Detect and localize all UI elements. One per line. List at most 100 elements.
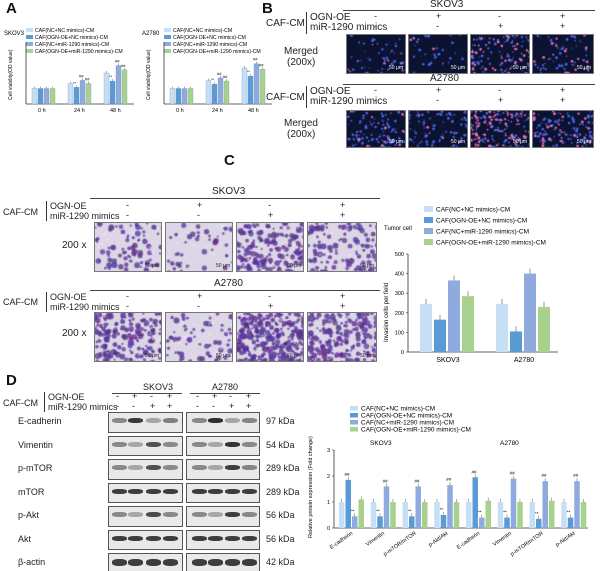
d-band xyxy=(112,465,127,470)
c-mir-label: miR-1290 mimics xyxy=(50,211,120,221)
d-band xyxy=(192,418,207,423)
d-xtick: E-cadherin xyxy=(329,531,354,551)
d-band xyxy=(112,489,127,494)
a-bar xyxy=(116,66,121,104)
d-band xyxy=(208,489,223,494)
d-band xyxy=(225,489,240,494)
a-sig: ## xyxy=(121,63,126,68)
d-bar xyxy=(359,499,365,528)
d-ogn-mark: - xyxy=(229,392,232,401)
a-bar xyxy=(50,89,55,105)
a-legend-swatch xyxy=(164,35,171,39)
d-band xyxy=(163,512,178,517)
a-bar xyxy=(86,84,91,104)
a-legend-swatch xyxy=(164,28,171,32)
d-ogn-mark: + xyxy=(132,392,137,401)
b-top-ogn-mark: + xyxy=(560,12,565,21)
a-cell-label: A2780 xyxy=(142,31,160,37)
d-sig: ** xyxy=(535,511,539,516)
a-sig: ## xyxy=(115,59,120,64)
b-caf-label-2: CAF-CM xyxy=(266,92,305,103)
d-sig: ** xyxy=(440,507,444,512)
d-ogn-label: OGN-OE xyxy=(48,392,85,402)
b-bot-mir-mark: - xyxy=(374,96,377,105)
b-mag-top: (200x) xyxy=(287,57,315,68)
d-band xyxy=(112,512,127,517)
a-bar xyxy=(122,70,127,104)
c-skov3-tile-1: 50 μm xyxy=(94,222,162,272)
c-skov3-tile-3: 50 μm xyxy=(236,222,304,272)
c-mir-label-2: miR-1290 mimics xyxy=(50,302,120,312)
d-band xyxy=(225,559,240,566)
c-legend-label: CAF(NC+miR-1290 mimics)-CM xyxy=(436,229,529,236)
c-cell-a2780: A2780 xyxy=(214,278,243,289)
c-legend-swatch xyxy=(424,217,433,223)
c-bar xyxy=(538,307,550,352)
d-band xyxy=(208,418,223,423)
d-protein-kda: 97 kDa xyxy=(266,416,295,426)
d-ogn-mark: - xyxy=(150,392,153,401)
a-legend-swatch xyxy=(26,42,33,46)
b-skov3-tile-1: 50 μm xyxy=(346,34,406,74)
d-xtick: p-mTOR/mTOR xyxy=(383,531,418,558)
d-band xyxy=(242,489,257,494)
panel-b-letter: B xyxy=(262,0,273,17)
d-mir-mark: + xyxy=(167,402,172,411)
c-bot-mir-mark: + xyxy=(268,302,273,311)
d-ytick: 1 xyxy=(327,500,330,506)
a-bar xyxy=(182,89,187,105)
d-mir-mark: + xyxy=(150,402,155,411)
a-xtick: 48 h xyxy=(248,108,259,114)
c-skov3-tile-4: 50 μm xyxy=(307,222,377,272)
d-band xyxy=(146,465,161,470)
d-bar xyxy=(403,502,409,528)
d-band xyxy=(192,465,207,470)
d-mir-mark: + xyxy=(246,402,251,411)
d-sig: ** xyxy=(478,510,482,515)
d-band xyxy=(146,512,161,517)
d-xtick: Vimentin xyxy=(365,531,386,548)
c-ytick: 0 xyxy=(401,350,404,356)
a-sig: ## xyxy=(85,77,90,82)
d-bar xyxy=(511,479,517,528)
c-ytick: 300 xyxy=(395,291,404,297)
d-protein-name: Akt xyxy=(18,534,31,544)
d-band xyxy=(242,418,257,423)
d-legend-swatch xyxy=(350,420,358,425)
d-band xyxy=(146,559,161,566)
d-mir-label: miR-1290 mimics xyxy=(48,402,118,412)
d-protein-name: β-actin xyxy=(18,557,45,567)
d-bar xyxy=(504,518,510,528)
a-legend-label: CAF(NC+NC mimics)-CM xyxy=(173,28,232,34)
b-top-mir-mark: + xyxy=(560,22,565,31)
c-bot-ogn-mark: + xyxy=(340,292,345,301)
b-top-ogn-mark: + xyxy=(436,12,441,21)
d-legend-swatch xyxy=(350,406,358,411)
d-band xyxy=(225,536,240,541)
d-band xyxy=(192,489,207,494)
d-band xyxy=(112,559,127,566)
d-bar xyxy=(543,481,549,528)
c-bar xyxy=(448,280,460,352)
a-xtick: 0 h xyxy=(176,108,184,114)
a-legend-swatch xyxy=(26,28,33,32)
panel-c-chart: Tumor cell CAF(NC+NC mimics)-CM CAF(OGN-OE… xyxy=(380,200,598,370)
d-band xyxy=(208,442,223,447)
c-caf-label-2: CAF-CM xyxy=(3,297,38,307)
d-band xyxy=(208,559,223,566)
a-ylabel: Cell viability(OD value) xyxy=(8,49,14,100)
c-a2780-tile-2: 50 μm xyxy=(165,312,233,362)
d-band xyxy=(146,536,161,541)
a-legend-swatch xyxy=(26,35,33,39)
d-mir-mark: - xyxy=(196,402,199,411)
c-top-ogn-mark: + xyxy=(197,201,202,210)
b-bot-mir-mark: - xyxy=(436,96,439,105)
d-band xyxy=(128,512,143,517)
d-bar xyxy=(466,502,472,528)
d-band xyxy=(128,418,143,423)
d-sig: ## xyxy=(345,472,351,477)
c-bot-mir-mark: - xyxy=(197,302,200,311)
b-bot-mir-mark: + xyxy=(498,96,503,105)
c-bar xyxy=(510,331,522,352)
d-xtick: E-cadherin xyxy=(456,531,481,551)
